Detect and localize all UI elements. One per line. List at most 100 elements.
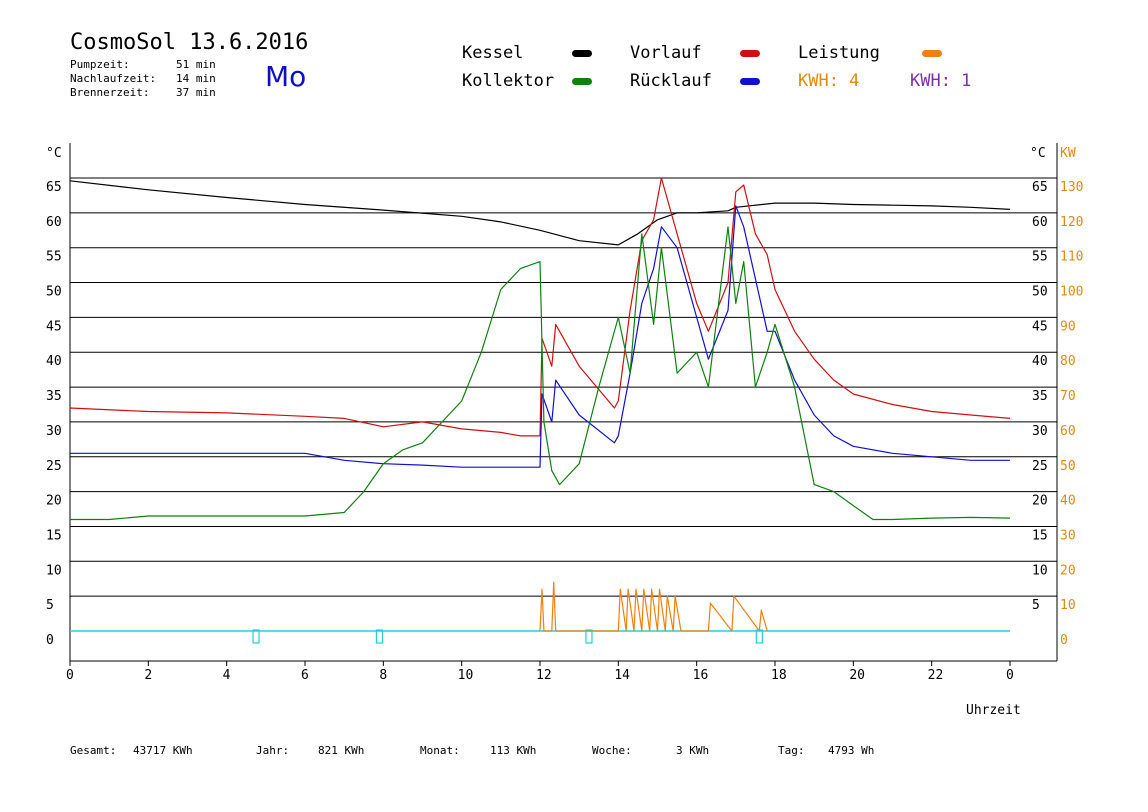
- y-tick-label-left: 50: [46, 285, 62, 300]
- y-tick-label-left: 35: [46, 389, 62, 404]
- y-tick-label-right-power: 70: [1060, 389, 1076, 404]
- y-tick-label-left: 45: [46, 319, 62, 334]
- footer-jahr-value: 821 KWh: [318, 744, 365, 757]
- y-tick-label-right-temp: 45: [1032, 319, 1048, 334]
- series-line-kollektor: [70, 226, 1011, 521]
- series-line-rcklauf: [70, 205, 1010, 468]
- stat-value-pumpzeit: 51 min: [176, 58, 216, 71]
- chart-grid: [69, 143, 1058, 666]
- y-tick-label-left: 0: [46, 633, 54, 648]
- pump-marker: [585, 629, 593, 644]
- y-tick-label-right-power: 120: [1060, 215, 1083, 230]
- stat-label-pumpzeit: Pumpzeit:: [70, 58, 130, 71]
- pump-marker: [755, 629, 763, 644]
- y-tick-label-right-temp: 25: [1032, 459, 1048, 474]
- x-tick-label: 20: [849, 668, 865, 683]
- y-tick-label-right-temp: 55: [1032, 250, 1048, 265]
- stat-label-nachlaufzeit: Nachlaufzeit:: [70, 72, 157, 85]
- y-tick-label-right-temp: 60: [1032, 215, 1048, 230]
- x-tick-label: 16: [693, 668, 709, 683]
- pump-marker: [375, 629, 384, 644]
- y-axis-label-right-power: KW: [1060, 146, 1076, 161]
- y-tick-label-right-power: 80: [1060, 354, 1076, 369]
- y-tick-label-right-temp: 20: [1032, 494, 1048, 509]
- y-tick-label-right-power: 0: [1060, 633, 1068, 648]
- chart-ticks: 0 2 4 6 8 10 12 14 16 18 20 22 005101520253035404550…: [46, 180, 1083, 683]
- y-tick-label-left: 20: [46, 494, 62, 509]
- x-tick-label: 18: [771, 668, 787, 683]
- x-tick-label: 0: [66, 668, 74, 683]
- chart-series: [69, 177, 1011, 644]
- x-tick-label: 2: [144, 668, 152, 683]
- legend-ruecklauf-swatch: [740, 78, 760, 85]
- y-tick-label-right-temp: 15: [1032, 528, 1048, 543]
- y-axis-label-left: °C: [46, 146, 62, 161]
- y-tick-label-right-power: 60: [1060, 424, 1076, 439]
- legend-kessel-label: Kessel: [462, 43, 524, 63]
- footer-tag-label: Tag:: [778, 744, 805, 757]
- legend-vorlauf-label: Vorlauf: [630, 43, 702, 63]
- x-tick-label: 12: [536, 668, 552, 683]
- y-tick-label-right-power: 130: [1060, 180, 1083, 195]
- y-tick-label-right-power: 20: [1060, 563, 1076, 578]
- x-tick-label: 6: [301, 668, 309, 683]
- y-tick-label-right-temp: 65: [1032, 180, 1048, 195]
- footer-tag-value: 4793 Wh: [828, 744, 875, 757]
- stat-value-brennerzeit: 37 min: [176, 86, 216, 99]
- footer-woche-value: 3 KWh: [676, 744, 710, 757]
- series-line-vorlauf: [69, 177, 1011, 437]
- footer-gesamt-value: 43717 KWh: [133, 744, 193, 757]
- y-tick-label-left: 25: [46, 459, 62, 474]
- legend-ruecklauf-label: Rücklauf: [630, 71, 712, 91]
- footer-monat-label: Monat:: [420, 744, 460, 757]
- footer-monat-value: 113 KWh: [490, 744, 537, 757]
- footer-gesamt-label: Gesamt:: [70, 744, 117, 757]
- y-tick-label-right-power: 30: [1060, 528, 1076, 543]
- x-tick-label: 14: [614, 668, 630, 683]
- y-tick-label-right-temp: 10: [1032, 563, 1048, 578]
- y-tick-label-left: 65: [46, 180, 62, 195]
- y-tick-label-right-temp: 35: [1032, 389, 1048, 404]
- y-tick-label-left: 10: [46, 563, 62, 578]
- y-tick-label-right-temp: 40: [1032, 354, 1048, 369]
- series-line-kessel: [69, 180, 1011, 246]
- legend-kessel-swatch: [572, 50, 592, 57]
- y-axis-label-right-temp: °C: [1030, 146, 1046, 161]
- legend-leistung-label: Leistung: [798, 43, 880, 63]
- y-tick-label-left: 60: [46, 215, 62, 230]
- y-tick-label-right-power: 10: [1060, 598, 1076, 613]
- y-tick-label-right-power: 40: [1060, 494, 1076, 509]
- legend-kollektor-label: Kollektor: [462, 71, 555, 91]
- stat-value-nachlaufzeit: 14 min: [176, 72, 216, 85]
- x-tick-label: 0: [1006, 668, 1014, 683]
- y-tick-label-right-temp: 5: [1032, 598, 1040, 613]
- x-tick-label: 22: [928, 668, 944, 683]
- y-tick-label-right-power: 90: [1060, 319, 1076, 334]
- legend-kwh-2: KWH: 1: [910, 71, 972, 91]
- footer-woche-label: Woche:: [592, 744, 632, 757]
- footer-jahr-label: Jahr:: [256, 744, 290, 757]
- y-tick-label-right-power: 50: [1060, 459, 1076, 474]
- y-tick-label-right-temp: 30: [1032, 424, 1048, 439]
- y-tick-label-left: 5: [46, 598, 54, 613]
- x-tick-label: 8: [379, 668, 387, 683]
- x-tick-label: 10: [458, 668, 474, 683]
- y-tick-label-right-power: 110: [1060, 250, 1083, 265]
- stat-label-brennerzeit: Brennerzeit:: [70, 86, 150, 99]
- y-tick-label-left: 15: [46, 528, 62, 543]
- y-tick-label-right-power: 100: [1060, 285, 1083, 300]
- pump-marker: [252, 629, 260, 644]
- legend-vorlauf-swatch: [740, 50, 760, 57]
- series-line-leistung: [539, 581, 768, 632]
- page-title: CosmoSol 13.6.2016: [70, 30, 309, 55]
- y-tick-label-left: 30: [46, 424, 62, 439]
- y-tick-label-left: 55: [46, 250, 62, 265]
- legend-kollektor-swatch: [572, 78, 592, 85]
- x-axis-label: Uhrzeit: [966, 703, 1021, 718]
- y-tick-label-right-temp: 50: [1032, 285, 1048, 300]
- legend-leistung-swatch: [922, 50, 942, 57]
- y-tick-label-left: 40: [46, 354, 62, 369]
- legend-kwh-1: KWH: 4: [798, 71, 860, 91]
- x-tick-label: 4: [223, 668, 231, 683]
